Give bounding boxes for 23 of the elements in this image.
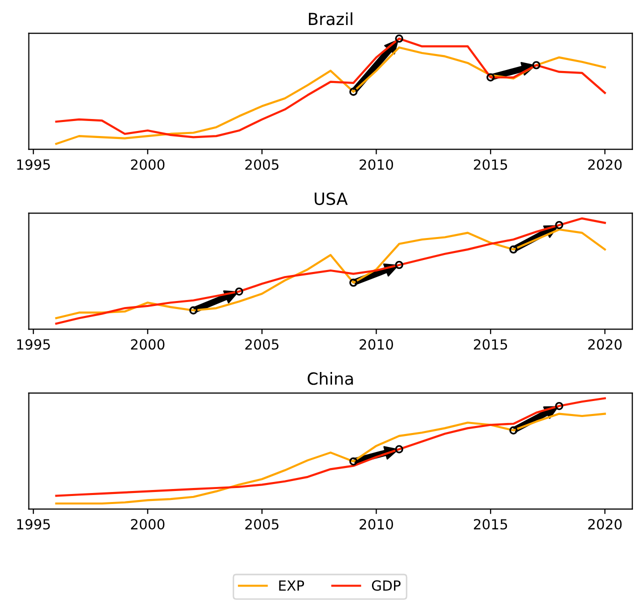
x-tick-label: 2000 — [131, 339, 164, 350]
chart-title: Brazil — [308, 12, 352, 26]
legend-label: EXP — [279, 580, 304, 591]
x-tick-label: 2015 — [474, 159, 508, 170]
chart-title: China — [308, 372, 353, 385]
x-tick-label: 2000 — [131, 519, 164, 530]
x-tick-label: 2020 — [588, 519, 622, 530]
x-tick-label: 2020 — [588, 339, 622, 350]
chart-title: USA — [314, 192, 348, 206]
x-tick-label: 2010 — [360, 339, 394, 350]
x-tick-label: 2005 — [245, 519, 278, 530]
x-tick-label: 1995 — [17, 339, 50, 350]
x-tick-label: 2000 — [131, 159, 164, 170]
x-tick-label: 2020 — [588, 159, 622, 170]
x-tick-label: 2015 — [474, 519, 508, 530]
x-tick-label: 1995 — [17, 159, 50, 170]
x-tick-label: 2010 — [360, 159, 394, 170]
x-tick-label: 2015 — [474, 339, 508, 350]
x-tick-label: 2010 — [360, 519, 394, 530]
legend-label: GDP — [372, 580, 401, 591]
x-tick-label: 2005 — [245, 159, 278, 170]
x-tick-label: 1995 — [17, 519, 50, 530]
x-tick-label: 2005 — [245, 339, 278, 350]
